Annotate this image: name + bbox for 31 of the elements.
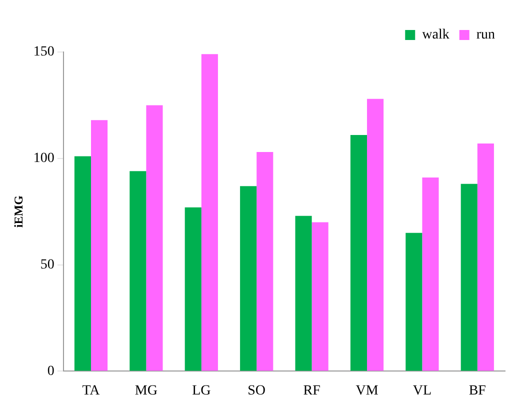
bar [74,156,91,371]
bar [350,134,367,371]
x-tick-label: SO [248,383,266,398]
x-tick-label: BF [468,383,486,398]
y-tick-label: 100 [33,151,54,166]
bar [146,105,163,371]
x-tick-label: LG [192,383,211,398]
bar [406,232,422,371]
y-tick-label: 50 [40,257,54,272]
bar [201,54,218,371]
x-tick-label: MG [134,383,158,398]
bar [295,216,312,371]
bar [367,98,384,371]
bar [422,178,439,371]
x-tick-label: VM [356,383,379,398]
x-tick-label: VL [412,383,432,398]
bar [460,184,478,371]
legend-label: walk [422,28,450,43]
x-tick-label: TA [82,383,101,398]
x-tick-label: RF [303,383,321,398]
y-tick-label: 0 [47,364,54,379]
legend-label: run [476,28,496,43]
y-axis-title: iEMG [11,196,26,228]
bar [256,152,274,371]
bar [240,186,257,371]
bar [312,222,328,371]
bar [130,171,146,371]
bar [477,144,494,371]
bar [91,120,108,371]
y-tick-label: 150 [33,44,54,60]
bar [184,207,202,371]
